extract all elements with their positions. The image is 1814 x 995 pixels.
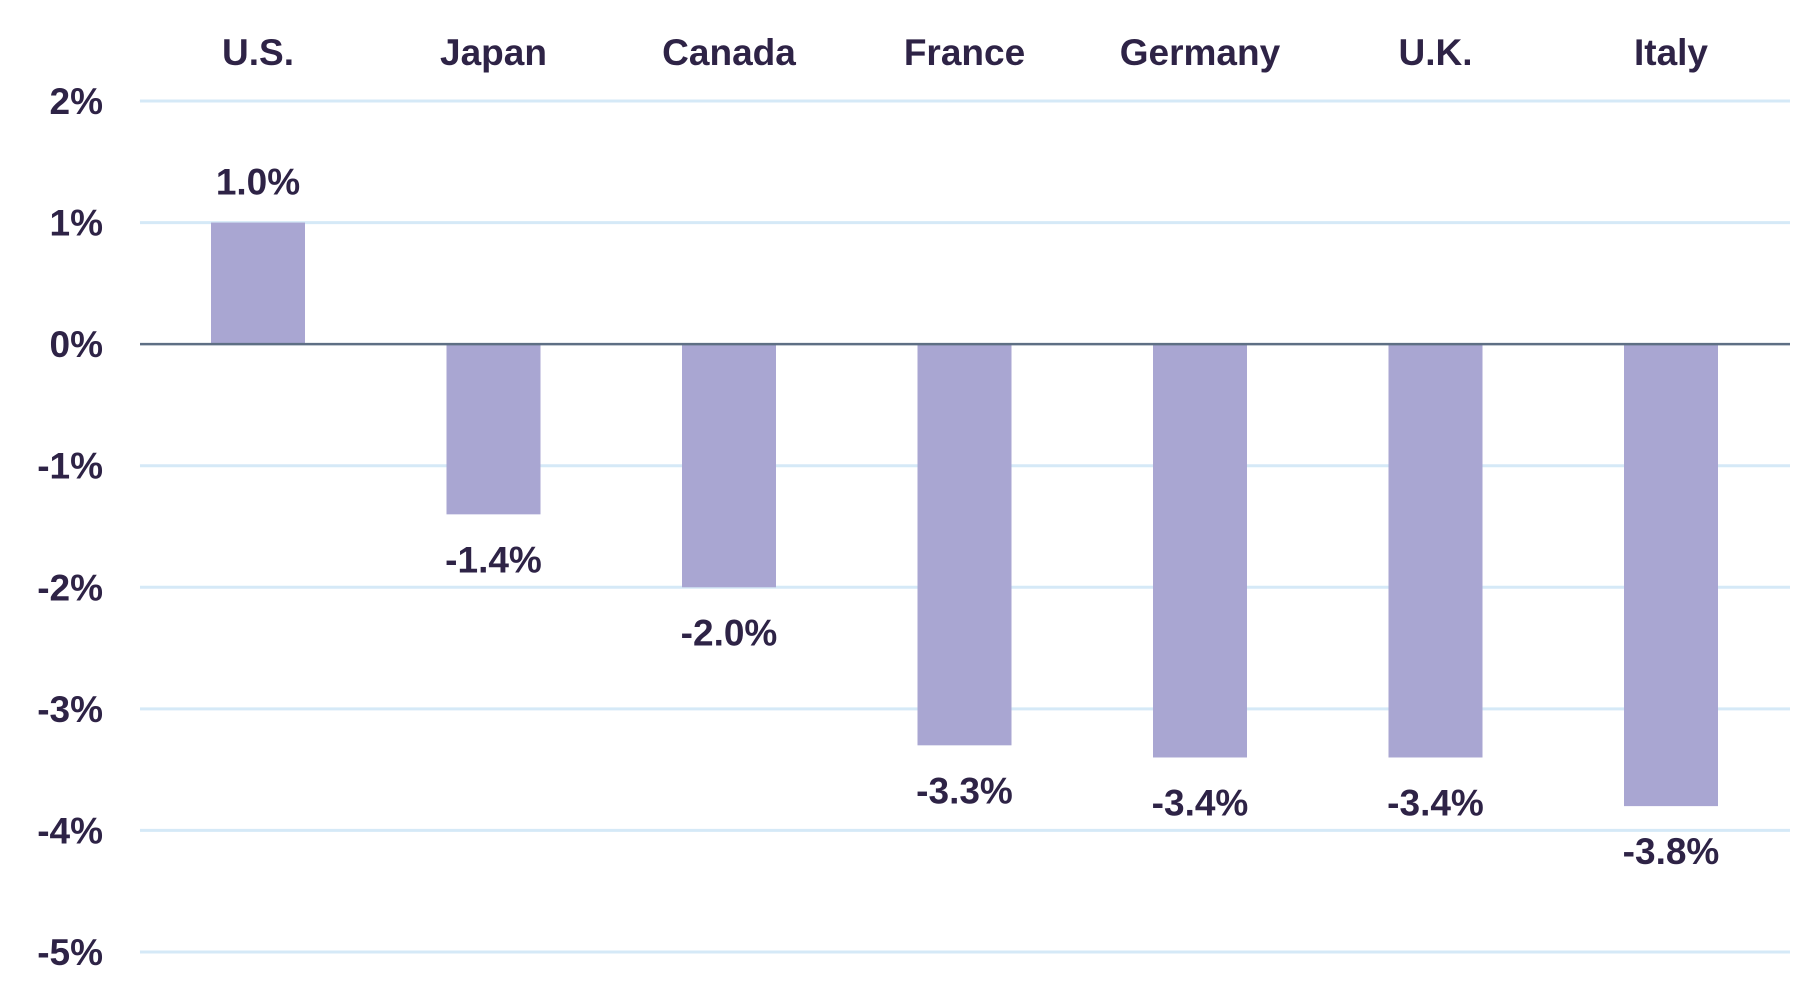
value-label: -3.4% [1152, 782, 1249, 823]
value-label: -1.4% [445, 539, 542, 580]
y-tick-label: 0% [50, 324, 103, 365]
value-label: 1.0% [216, 162, 300, 203]
y-tick-label: -2% [37, 567, 103, 608]
bar [917, 344, 1012, 746]
value-label: -3.4% [1387, 782, 1484, 823]
bar [1388, 344, 1483, 758]
y-tick-label: -3% [37, 689, 103, 730]
y-tick-label: -5% [37, 932, 103, 973]
bar [211, 222, 305, 345]
bar [682, 344, 776, 588]
value-labels: 1.0% -1.4% -2.0% -3.3% -3.4% -3.4% -3.8% [216, 162, 1720, 873]
category-label: U.K. [1399, 32, 1473, 73]
value-label: -3.8% [1623, 831, 1720, 872]
category-label: Germany [1120, 32, 1281, 73]
category-label: U.S. [222, 32, 294, 73]
value-label: -2.0% [681, 612, 778, 653]
y-tick-label: 2% [50, 81, 103, 122]
y-tick-label: 1% [50, 203, 103, 244]
y-axis-tick-labels: 2% 1% 0% -1% -2% -3% -4% -5% [37, 81, 103, 973]
category-label: Italy [1634, 32, 1708, 73]
category-label: France [904, 32, 1025, 73]
bar [446, 344, 541, 515]
category-labels: U.S. Japan Canada France Germany U.K. Italy [222, 32, 1708, 73]
bar [1624, 344, 1718, 807]
bar [1153, 344, 1247, 758]
value-label: -3.3% [916, 770, 1013, 811]
category-label: Japan [440, 32, 547, 73]
y-tick-label: -1% [37, 446, 103, 487]
bars [211, 222, 1718, 807]
category-label: Canada [662, 32, 796, 73]
y-tick-label: -4% [37, 810, 103, 851]
